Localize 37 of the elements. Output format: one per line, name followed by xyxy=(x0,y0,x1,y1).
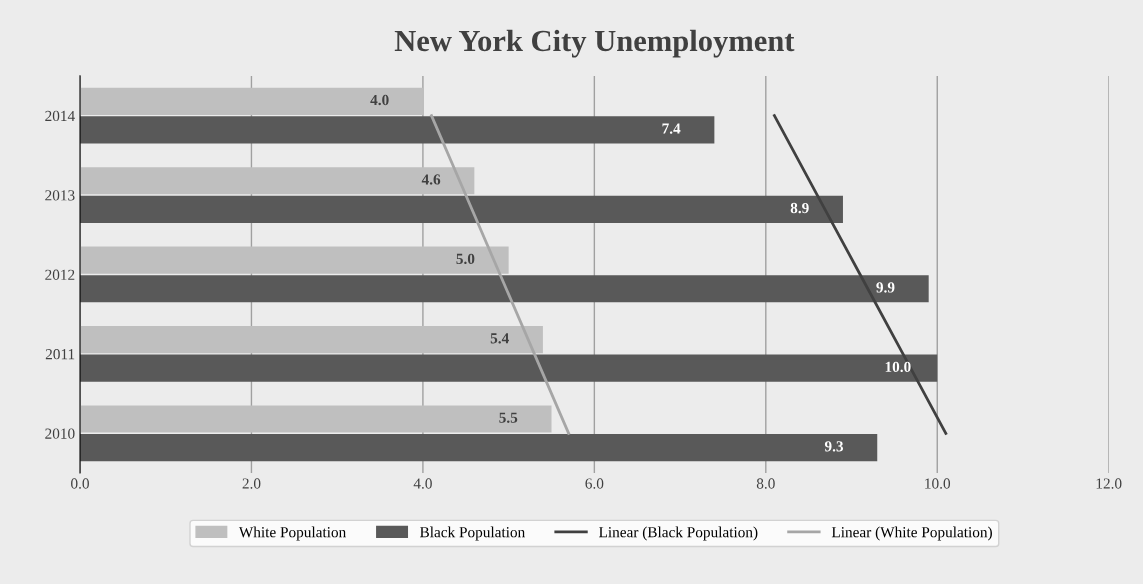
legend-label: Black Population xyxy=(420,526,525,541)
y-tick-label: 2011 xyxy=(45,349,75,360)
y-tick-label: 2014 xyxy=(45,110,75,122)
bar xyxy=(80,275,929,303)
chart-title: New York City Unemployment xyxy=(394,29,795,58)
data-label: 4.6 xyxy=(421,174,441,185)
data-label: 10.0 xyxy=(885,361,911,373)
x-tick-label: 8.0 xyxy=(756,478,775,489)
x-tick-label: 6.0 xyxy=(585,478,604,489)
data-label: 5.0 xyxy=(456,253,475,265)
bar xyxy=(80,354,938,382)
bar xyxy=(80,246,509,274)
bar xyxy=(80,195,843,223)
data-label: 4.0 xyxy=(370,94,389,106)
data-label: 5.5 xyxy=(499,412,518,423)
data-label: 8.9 xyxy=(790,202,809,214)
y-tick-label: 2012 xyxy=(45,269,75,280)
x-tick-label: 0.0 xyxy=(71,478,89,489)
x-tick-label: 10.0 xyxy=(925,478,951,489)
bar xyxy=(80,167,475,195)
bar xyxy=(80,434,878,462)
legend-label: White Population xyxy=(238,526,346,541)
data-label: 9.9 xyxy=(876,282,895,293)
bar xyxy=(80,87,423,115)
data-label: 9.3 xyxy=(824,441,844,452)
x-tick-label: 12.0 xyxy=(1096,478,1122,489)
y-tick-label: 2010 xyxy=(45,428,75,439)
x-tick-label: 4.0 xyxy=(413,478,432,489)
x-tick-label: 2.0 xyxy=(242,478,261,489)
y-tick-label: 2013 xyxy=(45,190,75,201)
legend-label: Linear (Black Population) xyxy=(599,526,758,541)
legend-label: Linear (White Population) xyxy=(831,526,992,541)
data-label: 7.4 xyxy=(662,123,681,134)
data-label: 5.4 xyxy=(490,333,509,344)
bar xyxy=(80,116,715,144)
bar xyxy=(80,326,543,354)
bar xyxy=(80,405,552,433)
